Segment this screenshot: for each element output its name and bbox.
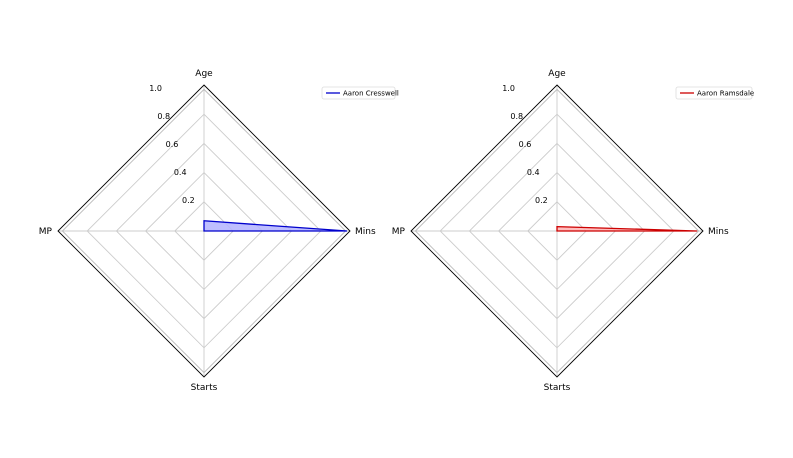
grid-ring-outer bbox=[61, 88, 347, 374]
radial-tick-label: 1.0 bbox=[502, 84, 515, 93]
radial-tick-label: 0.8 bbox=[157, 112, 170, 121]
radar-chart-right: 0.2 0.4 0.6 0.8 1.0 Age Mins Starts MP Aaron Rams… bbox=[392, 69, 754, 393]
radial-tick-label: 0.2 bbox=[535, 196, 548, 205]
radial-tick-label: 0.6 bbox=[166, 140, 179, 149]
axis-label-starts: Starts bbox=[544, 383, 571, 393]
legend-box bbox=[321, 86, 396, 100]
series-line bbox=[556, 225, 698, 232]
radial-tick-label: 0.4 bbox=[174, 168, 187, 177]
radial-tick-label: 0.6 bbox=[519, 140, 532, 149]
radial-tick-label: 1.0 bbox=[149, 84, 162, 93]
grid-ring-outer bbox=[414, 88, 700, 374]
radar-chart-left: 0.2 0.4 0.6 0.8 1.0 Age Mins Starts MP Aaron Cres… bbox=[39, 69, 399, 393]
radial-tick-label: 0.4 bbox=[527, 168, 540, 177]
polar-frame bbox=[410, 84, 704, 378]
axis-label-mp: MP bbox=[392, 227, 406, 237]
polar-frame bbox=[57, 84, 351, 378]
axis-label-mins: Mins bbox=[355, 227, 376, 237]
radial-tick-label: 0.8 bbox=[510, 112, 523, 121]
axis-label-mp: MP bbox=[39, 227, 53, 237]
series-line bbox=[203, 220, 348, 232]
legend-label: Aaron Cresswell bbox=[343, 90, 399, 98]
axis-label-mins: Mins bbox=[708, 227, 729, 237]
axis-label-age: Age bbox=[195, 69, 213, 79]
legend-box bbox=[675, 86, 753, 100]
axis-label-starts: Starts bbox=[191, 383, 218, 393]
radial-tick-label: 0.2 bbox=[182, 196, 195, 205]
axis-label-age: Age bbox=[548, 69, 566, 79]
legend-label: Aaron Ramsdale bbox=[697, 90, 754, 98]
